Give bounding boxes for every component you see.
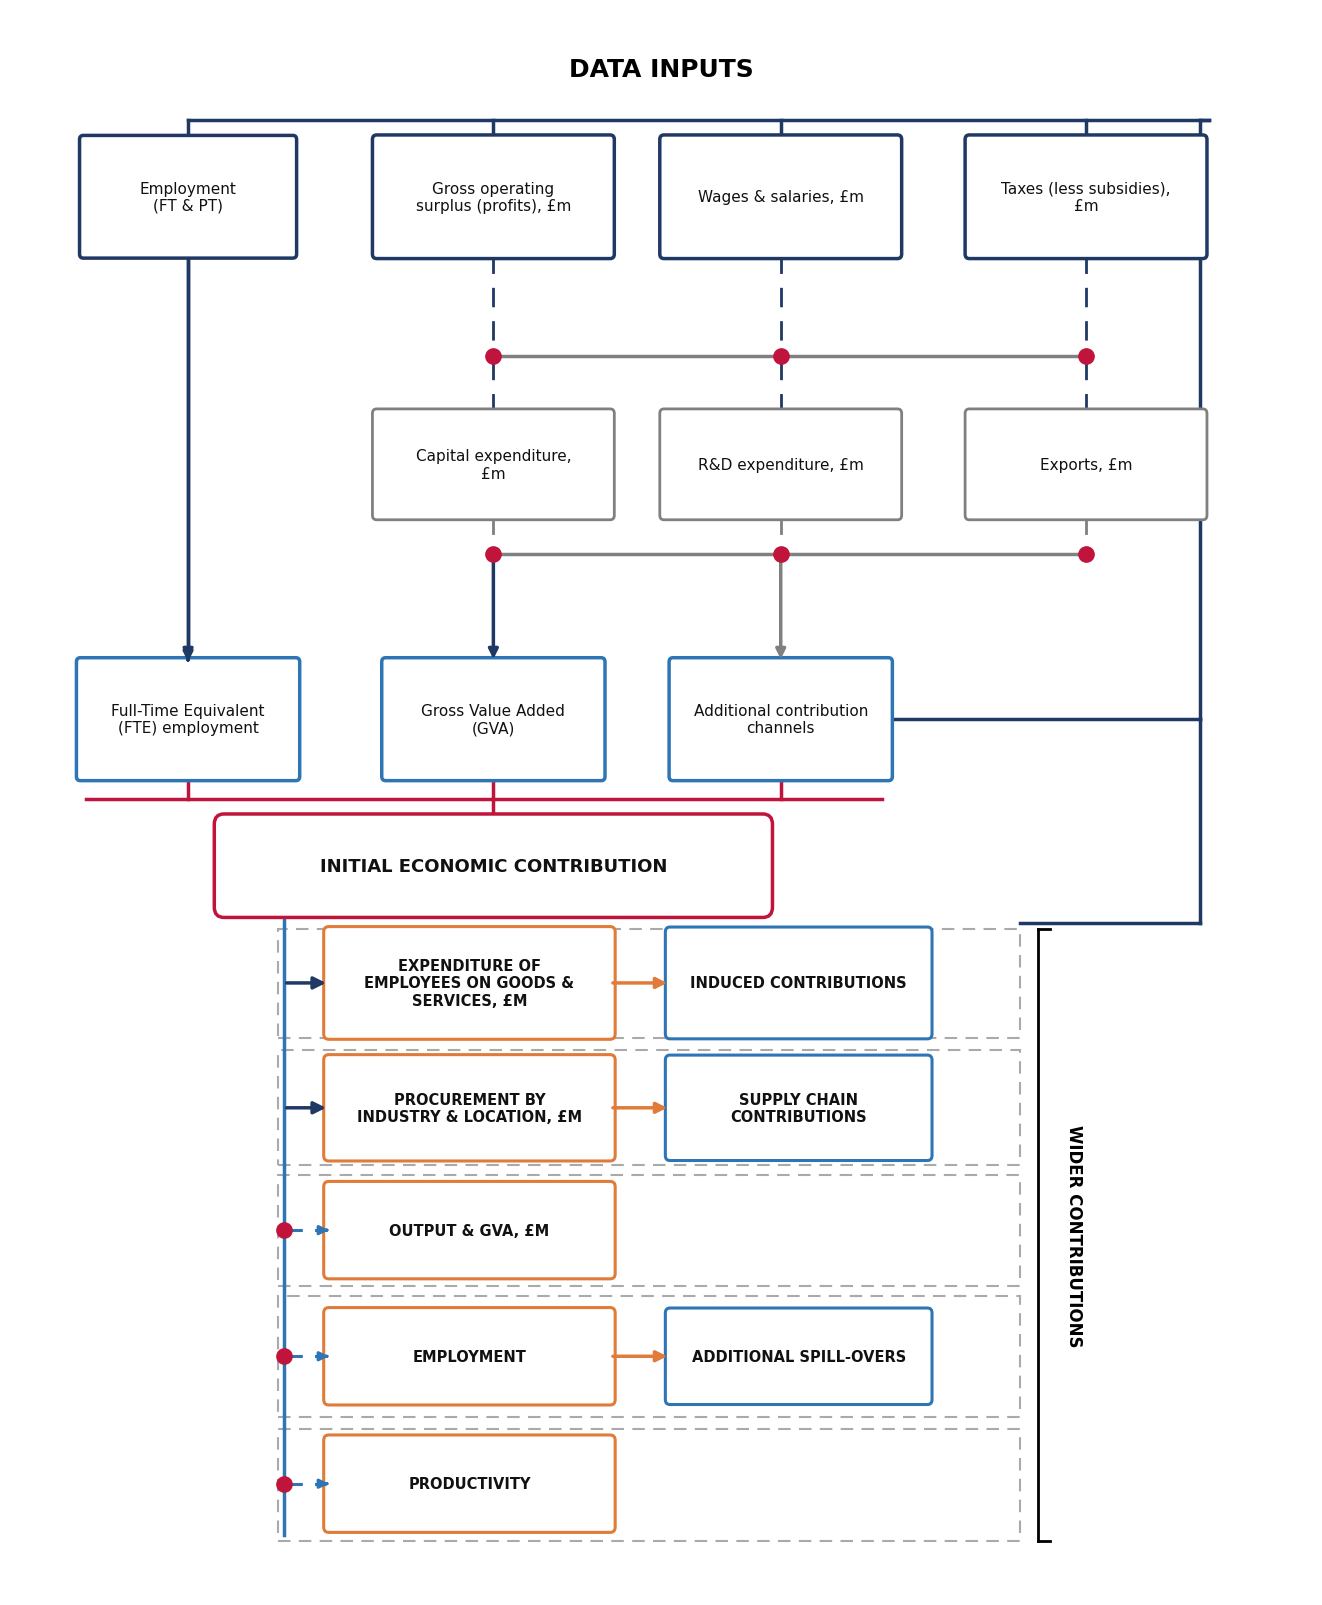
Text: Wages & salaries, £m: Wages & salaries, £m (698, 189, 863, 205)
Bar (278, 929, 1021, 1038)
Text: PROCUREMENT BY
INDUSTRY & LOCATION, £M: PROCUREMENT BY INDUSTRY & LOCATION, £M (357, 1091, 582, 1125)
FancyBboxPatch shape (324, 928, 615, 1040)
Text: Taxes (less subsidies),
£m: Taxes (less subsidies), £m (1001, 181, 1171, 213)
FancyBboxPatch shape (665, 928, 932, 1038)
FancyBboxPatch shape (660, 136, 902, 260)
Text: DATA INPUTS: DATA INPUTS (568, 58, 754, 82)
FancyBboxPatch shape (373, 409, 615, 520)
Text: Employment
(FT & PT): Employment (FT & PT) (140, 181, 237, 213)
Text: Capital expenditure,
£m: Capital expenditure, £m (415, 449, 571, 482)
Text: OUTPUT & GVA, £M: OUTPUT & GVA, £M (389, 1223, 550, 1237)
Text: R&D expenditure, £m: R&D expenditure, £m (698, 457, 863, 472)
Text: EMPLOYMENT: EMPLOYMENT (412, 1348, 526, 1364)
FancyBboxPatch shape (324, 1054, 615, 1162)
FancyBboxPatch shape (665, 1056, 932, 1160)
FancyBboxPatch shape (79, 136, 296, 258)
FancyBboxPatch shape (324, 1308, 615, 1404)
Text: Gross Value Added
(GVA): Gross Value Added (GVA) (422, 703, 566, 737)
Text: EXPENDITURE OF
EMPLOYEES ON GOODS &
SERVICES, £M: EXPENDITURE OF EMPLOYEES ON GOODS & SERV… (365, 958, 575, 1008)
FancyBboxPatch shape (324, 1181, 615, 1279)
FancyBboxPatch shape (214, 814, 772, 918)
FancyBboxPatch shape (669, 658, 892, 782)
FancyBboxPatch shape (665, 1308, 932, 1404)
Bar (278, 1428, 1021, 1541)
Bar (278, 1297, 1021, 1417)
FancyBboxPatch shape (660, 409, 902, 520)
Text: PRODUCTIVITY: PRODUCTIVITY (408, 1477, 530, 1491)
Text: ADDITIONAL SPILL-OVERS: ADDITIONAL SPILL-OVERS (691, 1348, 906, 1364)
FancyBboxPatch shape (965, 136, 1207, 260)
Bar (278, 1051, 1021, 1165)
FancyBboxPatch shape (382, 658, 605, 782)
FancyBboxPatch shape (373, 136, 615, 260)
FancyBboxPatch shape (77, 658, 300, 782)
Text: SUPPLY CHAIN
CONTRIBUTIONS: SUPPLY CHAIN CONTRIBUTIONS (730, 1091, 867, 1125)
Text: Gross operating
surplus (profits), £m: Gross operating surplus (profits), £m (415, 181, 571, 213)
Text: INITIAL ECONOMIC CONTRIBUTION: INITIAL ECONOMIC CONTRIBUTION (320, 857, 668, 875)
Text: Exports, £m: Exports, £m (1040, 457, 1132, 472)
Text: Full-Time Equivalent
(FTE) employment: Full-Time Equivalent (FTE) employment (111, 703, 264, 737)
Text: WIDER CONTRIBUTIONS: WIDER CONTRIBUTIONS (1066, 1124, 1083, 1347)
FancyBboxPatch shape (324, 1435, 615, 1533)
Text: INDUCED CONTRIBUTIONS: INDUCED CONTRIBUTIONS (690, 976, 907, 990)
Bar (278, 1175, 1021, 1286)
FancyBboxPatch shape (965, 409, 1207, 520)
Text: Additional contribution
channels: Additional contribution channels (694, 703, 869, 737)
